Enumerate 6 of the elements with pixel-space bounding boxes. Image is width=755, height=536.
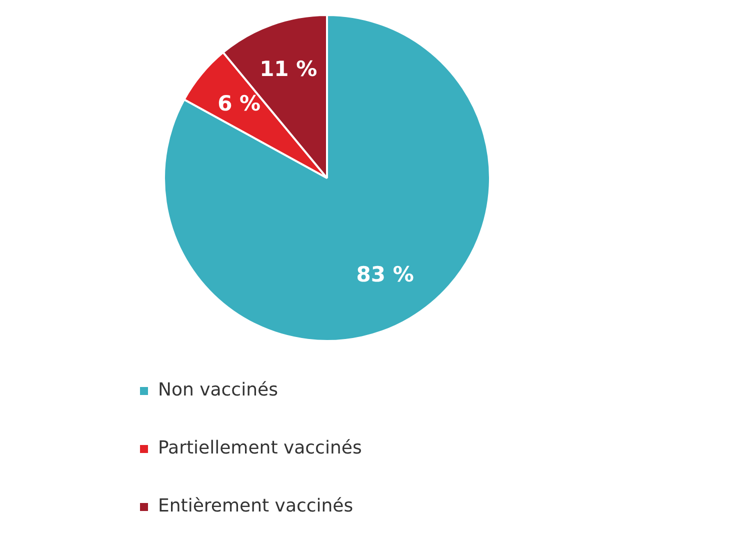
data-label: 6 %	[218, 92, 261, 116]
legend-label: Partiellement vaccinés	[158, 438, 362, 459]
legend-label: Non vaccinés	[158, 380, 278, 401]
data-label: 83 %	[356, 262, 414, 287]
data-label: 11 %	[260, 57, 318, 82]
legend-label: Entièrement vaccinés	[158, 496, 354, 517]
